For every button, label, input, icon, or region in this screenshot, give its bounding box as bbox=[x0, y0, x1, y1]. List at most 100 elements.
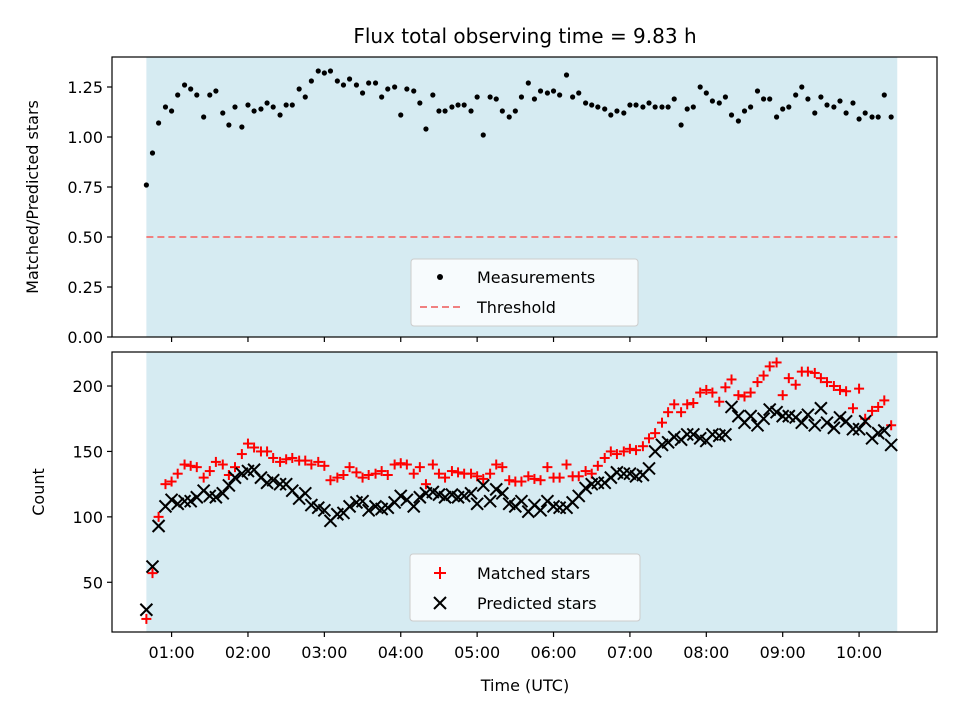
predicted-point-b bbox=[877, 423, 891, 438]
measurement-point bbox=[213, 88, 219, 94]
predicted-point-b bbox=[820, 415, 834, 430]
measurement-point bbox=[633, 102, 639, 108]
matched-point bbox=[446, 466, 457, 477]
predicted-point-b bbox=[514, 494, 529, 508]
measurement-point bbox=[442, 108, 448, 114]
measurement-point bbox=[869, 114, 875, 120]
ratio-y-tick-label: 0.50 bbox=[67, 228, 103, 247]
predicted-point bbox=[355, 494, 370, 508]
count-y-tick-label: 50 bbox=[83, 573, 103, 592]
measurement-point bbox=[181, 82, 188, 88]
predicted-point bbox=[808, 418, 822, 432]
matched-point bbox=[707, 387, 718, 398]
predicted-point-b bbox=[222, 478, 236, 493]
predicted-point-b bbox=[827, 421, 841, 435]
matched-point bbox=[618, 446, 629, 457]
predicted-point bbox=[170, 497, 185, 511]
predicted-point bbox=[228, 470, 242, 485]
predicted-point-b bbox=[381, 500, 395, 515]
measurement-point bbox=[627, 102, 633, 108]
measurement-point bbox=[398, 112, 404, 118]
matched-point bbox=[357, 472, 368, 483]
legend-threshold-label: Threshold bbox=[476, 298, 556, 317]
predicted-point bbox=[298, 486, 312, 501]
measurement-point bbox=[417, 100, 423, 106]
matched-point bbox=[313, 456, 324, 467]
predicted-point bbox=[686, 427, 701, 442]
predicted-point-b bbox=[801, 408, 815, 422]
measurement-point bbox=[525, 80, 531, 86]
matched-point bbox=[822, 377, 832, 388]
measurement-point bbox=[194, 92, 200, 98]
measurement-point bbox=[366, 80, 372, 86]
predicted-point-b bbox=[763, 402, 777, 417]
ratio-y-axis-label: Matched/Predicted stars bbox=[23, 100, 42, 294]
predicted-point bbox=[852, 422, 866, 436]
predicted-point bbox=[514, 494, 529, 508]
predicted-point-b bbox=[298, 486, 312, 501]
measurement-point bbox=[232, 104, 238, 110]
predicted-point bbox=[833, 410, 847, 425]
measurement-point bbox=[245, 102, 251, 108]
legend-matched-label: Matched stars bbox=[477, 564, 590, 583]
predicted-point-b bbox=[578, 481, 593, 495]
matched-point bbox=[179, 459, 190, 470]
matched-point bbox=[745, 387, 756, 398]
predicted-point-b bbox=[724, 400, 739, 414]
matched-point bbox=[542, 462, 553, 473]
matched-point bbox=[504, 475, 515, 486]
legend-measurements-label: Measurements bbox=[477, 268, 595, 287]
count-series-matched-stars bbox=[141, 357, 897, 624]
matched-point bbox=[873, 401, 884, 412]
predicted-point-b bbox=[279, 477, 293, 491]
predicted-point-b bbox=[769, 405, 784, 419]
measurement-point bbox=[881, 92, 887, 98]
measurement-point bbox=[392, 84, 398, 90]
matched-point bbox=[739, 391, 750, 402]
predicted-point bbox=[317, 503, 332, 518]
count-axes-frame bbox=[111, 351, 938, 633]
predicted-point bbox=[145, 559, 160, 574]
matched-point bbox=[714, 396, 725, 407]
measurement-point bbox=[850, 100, 856, 106]
measurement-point bbox=[602, 106, 608, 112]
predicted-point bbox=[533, 503, 548, 518]
measurement-point bbox=[608, 112, 614, 118]
x-tick-label: 08:00 bbox=[683, 643, 729, 662]
matched-point bbox=[191, 462, 202, 473]
ratio-y-tick-label: 0.00 bbox=[67, 328, 103, 347]
measurement-point bbox=[773, 114, 780, 120]
predicted-point-b bbox=[361, 503, 376, 518]
count-series-predicted-stars bbox=[139, 400, 898, 617]
predicted-point bbox=[763, 402, 777, 417]
ratio-y-tick-label: 1.00 bbox=[67, 128, 103, 147]
matched-point bbox=[491, 459, 502, 470]
matched-point bbox=[516, 476, 527, 487]
measurement-point bbox=[652, 104, 658, 110]
measurement-point bbox=[793, 92, 799, 98]
matched-point bbox=[682, 399, 693, 410]
matched-point bbox=[815, 373, 826, 384]
matched-point bbox=[644, 433, 655, 444]
measurement-point bbox=[201, 114, 207, 120]
predicted-point-b bbox=[470, 497, 484, 511]
predicted-point-b bbox=[216, 486, 230, 501]
predicted-point bbox=[795, 415, 809, 430]
measurement-point bbox=[722, 94, 729, 100]
matched-point bbox=[332, 472, 343, 483]
legend-measurements-marker bbox=[437, 274, 443, 280]
matched-point bbox=[554, 472, 565, 483]
predicted-point-b bbox=[342, 499, 357, 514]
measurement-point bbox=[843, 110, 849, 116]
matched-point bbox=[573, 471, 584, 482]
measurement-point bbox=[875, 114, 881, 120]
measurement-point bbox=[188, 86, 194, 92]
matched-point bbox=[720, 382, 731, 393]
measurement-point bbox=[346, 76, 353, 82]
matched-point bbox=[478, 473, 489, 484]
measurement-point bbox=[143, 182, 149, 188]
predicted-point bbox=[801, 408, 815, 422]
predicted-point bbox=[827, 421, 841, 435]
predicted-point bbox=[273, 477, 287, 491]
